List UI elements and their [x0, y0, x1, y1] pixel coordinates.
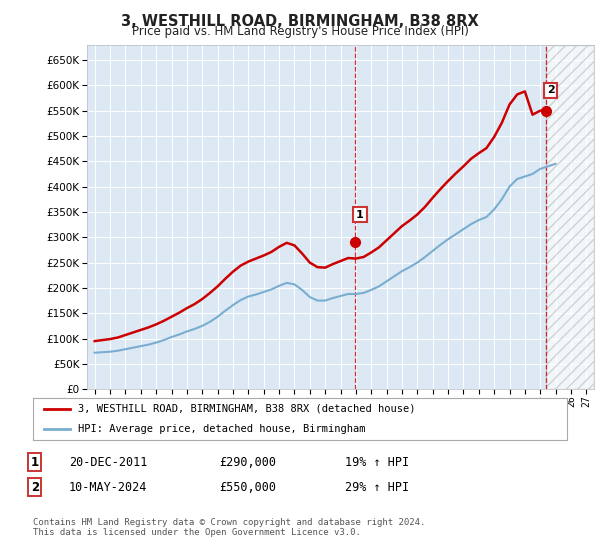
- Bar: [546, 45, 594, 389]
- Text: £550,000: £550,000: [219, 480, 276, 494]
- Text: Contains HM Land Registry data © Crown copyright and database right 2024.
This d: Contains HM Land Registry data © Crown c…: [33, 518, 425, 538]
- Text: 1: 1: [356, 209, 364, 220]
- Text: 1: 1: [31, 455, 39, 469]
- Text: £290,000: £290,000: [219, 455, 276, 469]
- Text: 3, WESTHILL ROAD, BIRMINGHAM, B38 8RX (detached house): 3, WESTHILL ROAD, BIRMINGHAM, B38 8RX (d…: [79, 404, 416, 414]
- Text: HPI: Average price, detached house, Birmingham: HPI: Average price, detached house, Birm…: [79, 424, 366, 434]
- Text: 20-DEC-2011: 20-DEC-2011: [69, 455, 148, 469]
- Text: 10-MAY-2024: 10-MAY-2024: [69, 480, 148, 494]
- Text: 2: 2: [31, 480, 39, 494]
- Text: 2: 2: [547, 86, 554, 95]
- Text: 19% ↑ HPI: 19% ↑ HPI: [345, 455, 409, 469]
- Text: 29% ↑ HPI: 29% ↑ HPI: [345, 480, 409, 494]
- Text: Price paid vs. HM Land Registry's House Price Index (HPI): Price paid vs. HM Land Registry's House …: [131, 25, 469, 38]
- Text: 3, WESTHILL ROAD, BIRMINGHAM, B38 8RX: 3, WESTHILL ROAD, BIRMINGHAM, B38 8RX: [121, 14, 479, 29]
